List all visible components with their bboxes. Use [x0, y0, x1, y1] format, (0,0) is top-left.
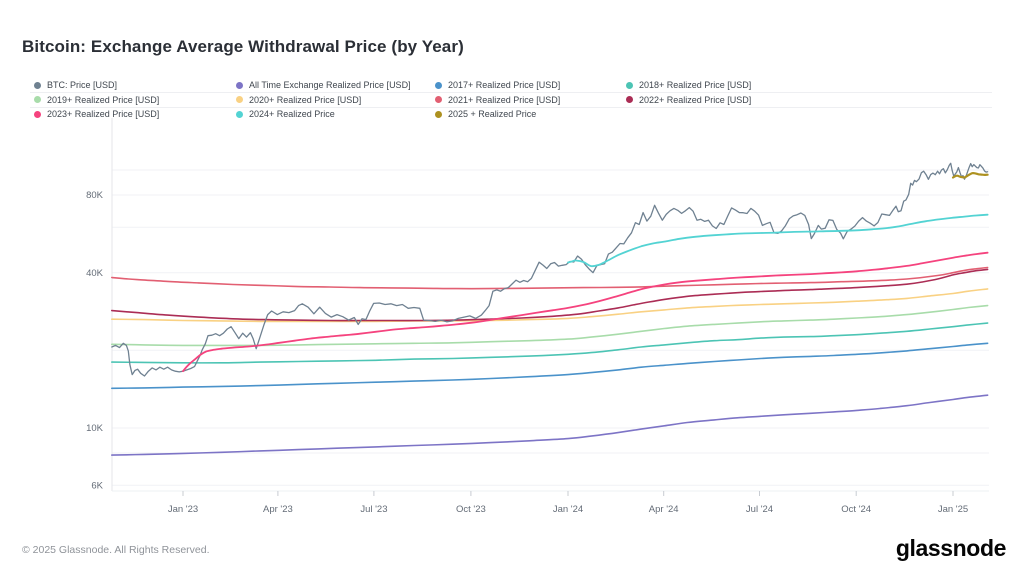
legend-item-r2022[interactable]: 2022+ Realized Price [USD]	[626, 93, 751, 106]
legend-item-r2023[interactable]: 2023+ Realized Price [USD]	[34, 108, 159, 121]
legend-dot-r2018	[626, 81, 633, 89]
legend-item-btc[interactable]: BTC: Price [USD]	[34, 79, 117, 92]
legend-row-separator	[30, 106, 992, 108]
series-line-r2019	[111, 304, 989, 347]
legend-dot-r2017	[435, 81, 442, 89]
series-line-all_time	[111, 394, 989, 456]
series-line-r2024	[567, 213, 989, 268]
page-title: Bitcoin: Exchange Average Withdrawal Pri…	[22, 37, 464, 57]
legend-item-r2019[interactable]: 2019+ Realized Price [USD]	[34, 93, 159, 106]
legend-item-r2021[interactable]: 2021+ Realized Price [USD]	[435, 93, 560, 106]
series-line-r2017	[111, 342, 989, 390]
legend-dot-r2023	[34, 110, 41, 118]
legend-item-r2018[interactable]: 2018+ Realized Price [USD]	[626, 79, 751, 92]
legend-label: 2017+ Realized Price [USD]	[448, 80, 561, 90]
legend-dot-r2024	[236, 110, 243, 118]
legend-dot-r2025	[435, 110, 442, 118]
legend-label: 2019+ Realized Price [USD]	[47, 94, 160, 105]
legend-dot-r2020	[236, 96, 243, 103]
x-axis-label: Oct '24	[841, 504, 871, 515]
series-line-btc	[111, 162, 989, 377]
x-axis-label: Jul '24	[746, 504, 773, 515]
legend-label: 2022+ Realized Price [USD]	[639, 94, 752, 105]
legend-item-r2025[interactable]: 2025 + Realized Price	[435, 108, 536, 121]
series-line-r2023	[182, 251, 989, 373]
legend-label: 2021+ Realized Price [USD]	[448, 94, 561, 105]
legend-label: 2025 + Realized Price	[448, 109, 537, 119]
x-axis-label: Jan '24	[553, 504, 583, 515]
x-axis-label: Jan '23	[168, 504, 198, 515]
series-line-r2018	[111, 322, 989, 364]
legend-dot-r2019	[34, 96, 41, 103]
legend-dot-all_time	[236, 81, 243, 89]
x-axis-label: Apr '23	[263, 504, 293, 515]
legend-item-r2017[interactable]: 2017+ Realized Price [USD]	[435, 79, 560, 92]
series-line-r2022	[111, 268, 989, 322]
x-axis-label: Oct '23	[456, 504, 486, 515]
series-line-r2021	[111, 266, 989, 290]
legend-row-separator	[30, 92, 992, 94]
y-axis-label-6K: 6K	[91, 480, 103, 491]
x-axis-label: Jul '23	[360, 504, 387, 515]
x-axis-label: Jan '25	[938, 504, 968, 515]
chart-legend: BTC: Price [USD] All Time Exchange Realiz…	[0, 0, 1024, 130]
legend-label: BTC: Price [USD]	[47, 80, 118, 90]
legend-item-r2020[interactable]: 2020+ Realized Price [USD]	[236, 93, 361, 106]
x-axis-label: Apr '24	[649, 504, 679, 515]
series-line-r2020	[111, 288, 989, 323]
legend-label: 2018+ Realized Price [USD]	[639, 80, 752, 90]
legend-label: 2023+ Realized Price [USD]	[47, 109, 160, 119]
legend-label: 2024+ Realized Price	[249, 109, 335, 119]
copyright-text: © 2025 Glassnode. All Rights Reserved.	[22, 544, 210, 556]
legend-dot-btc	[34, 81, 41, 89]
legend-label: 2020+ Realized Price [USD]	[249, 94, 362, 105]
legend-item-all_time[interactable]: All Time Exchange Realized Price [USD]	[236, 79, 411, 92]
legend-dot-r2022	[626, 96, 633, 103]
series-line-r2025	[951, 171, 989, 179]
legend-item-r2024[interactable]: 2024+ Realized Price	[236, 108, 335, 121]
glassnode-logo: glassnode	[895, 535, 1007, 561]
y-axis-label-40K: 40K	[86, 268, 104, 279]
legend-dot-r2021	[435, 96, 442, 103]
y-axis-label-80K: 80K	[86, 190, 104, 201]
legend-label: All Time Exchange Realized Price [USD]	[249, 80, 411, 90]
y-axis-label-10K: 10K	[86, 423, 104, 434]
